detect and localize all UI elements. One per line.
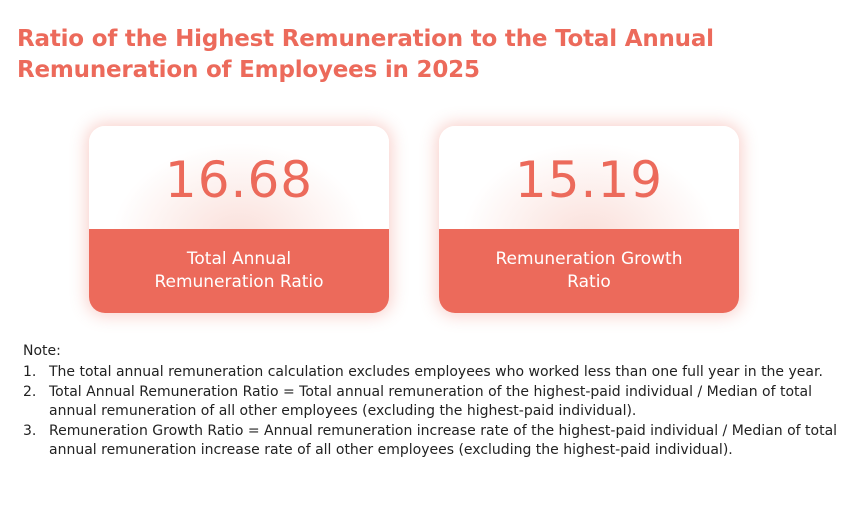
remuneration-growth-ratio-card: 15.19 Remuneration Growth Ratio bbox=[439, 126, 739, 313]
note-item: 3. Remuneration Growth Ratio = Annual re… bbox=[23, 422, 843, 460]
page-title: Ratio of the Highest Remuneration to the… bbox=[17, 26, 714, 83]
total-annual-remuneration-ratio-label: Total Annual Remuneration Ratio bbox=[154, 249, 324, 292]
note-number: 1. bbox=[23, 364, 37, 380]
card-value-area: 16.68 bbox=[89, 126, 389, 229]
total-annual-remuneration-ratio-value: 16.68 bbox=[164, 151, 314, 209]
note-text: The total annual remuneration calculatio… bbox=[49, 364, 823, 380]
card-value-area: 15.19 bbox=[439, 126, 739, 229]
card-label-band: Total Annual Remuneration Ratio bbox=[89, 229, 389, 313]
remuneration-growth-ratio-value: 15.19 bbox=[514, 151, 664, 209]
note-text: Remuneration Growth Ratio = Annual remun… bbox=[49, 423, 838, 458]
note-number: 3. bbox=[23, 423, 37, 439]
note-item: 1. The total annual remuneration calcula… bbox=[23, 363, 843, 382]
notes-heading: Note: bbox=[23, 343, 61, 359]
note-item: 2. Total Annual Remuneration Ratio = Tot… bbox=[23, 383, 843, 421]
remuneration-growth-ratio-label: Remuneration Growth Ratio bbox=[495, 249, 683, 292]
note-number: 2. bbox=[23, 384, 37, 400]
notes-section: Note: 1. The total annual remuneration c… bbox=[23, 342, 843, 461]
total-annual-remuneration-ratio-card: 16.68 Total Annual Remuneration Ratio bbox=[89, 126, 389, 313]
notes-list: 1. The total annual remuneration calcula… bbox=[23, 363, 843, 460]
note-text: Total Annual Remuneration Ratio = Total … bbox=[49, 384, 812, 419]
card-label-band: Remuneration Growth Ratio bbox=[439, 229, 739, 313]
